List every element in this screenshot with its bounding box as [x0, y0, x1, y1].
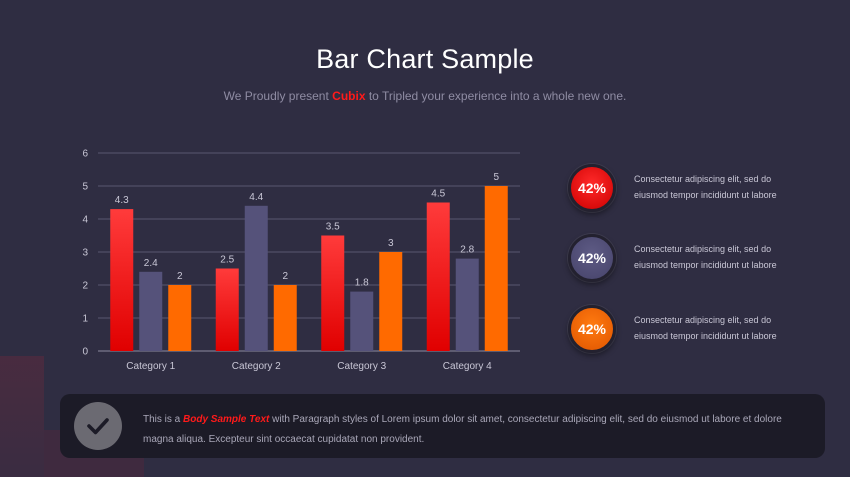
bar-value-label: 1.8 — [355, 278, 369, 289]
page-title: Bar Chart Sample — [316, 44, 534, 74]
legend-text-line: Consectetur adipiscing elit, sed do — [634, 315, 772, 325]
y-tick-label: 2 — [82, 281, 88, 292]
bar-2 — [350, 291, 374, 351]
bar-3 — [379, 252, 403, 351]
page-subtitle: We Proudly present Cubix to Tripled your… — [0, 89, 850, 103]
bar-1 — [215, 268, 239, 351]
legend-text-line: Consectetur adipiscing elit, sed do — [634, 244, 772, 254]
info-prefix: This is a — [143, 414, 181, 425]
info-text: This is a Body Sample Text with Paragrap… — [143, 410, 813, 450]
bar-3 — [484, 186, 508, 351]
bar-value-label: 4.4 — [249, 192, 263, 203]
legend-text-line: eiusmod tempor incididunt ut labore — [634, 190, 777, 200]
bar-3 — [168, 285, 192, 351]
bar-1 — [426, 202, 450, 351]
bar-value-label: 2.5 — [220, 255, 234, 266]
legend-description: Consectetur adipiscing elit, sed do eius… — [634, 171, 834, 203]
bar-3 — [273, 285, 297, 351]
info-panel: This is a Body Sample Text with Paragrap… — [60, 394, 825, 458]
x-tick-label: Category 1 — [126, 361, 175, 372]
x-tick-label: Category 3 — [337, 361, 386, 372]
bar-2 — [244, 205, 268, 351]
bar-value-label: 2.8 — [460, 245, 474, 256]
bar-value-label: 4.3 — [115, 195, 129, 206]
y-tick-label: 3 — [82, 248, 88, 259]
subtitle-brand: Cubix — [332, 89, 366, 103]
y-tick-label: 4 — [82, 215, 88, 226]
legend-item-3: 42% Consectetur adipiscing elit, sed do … — [568, 305, 828, 357]
bar-1 — [110, 209, 134, 351]
decorative-block — [0, 356, 44, 477]
x-tick-label: Category 4 — [443, 361, 492, 372]
legend-text-line: Consectetur adipiscing elit, sed do — [634, 174, 772, 184]
legend-percent-badge: 42% — [568, 234, 616, 282]
info-body: with Paragraph styles of Lorem ipsum dol… — [143, 414, 782, 445]
legend-description: Consectetur adipiscing elit, sed do eius… — [634, 312, 834, 344]
legend-text-line: eiusmod tempor incididunt ut labore — [634, 260, 777, 270]
bar-value-label: 2 — [282, 271, 288, 282]
bar-value-label: 3 — [388, 238, 394, 249]
y-tick-label: 0 — [82, 347, 88, 358]
bar-2 — [455, 258, 479, 351]
bar-2 — [139, 271, 163, 351]
bar-value-label: 3.5 — [326, 222, 340, 233]
y-tick-label: 1 — [82, 314, 88, 325]
check-icon — [74, 402, 122, 450]
legend-percent-badge: 42% — [568, 164, 616, 212]
bar-value-label: 2 — [177, 271, 183, 282]
bar-value-label: 2.4 — [144, 258, 158, 269]
subtitle-suffix: to Tripled your experience into a whole … — [368, 89, 627, 103]
legend-percent-badge: 42% — [568, 305, 616, 353]
legend-text-line: eiusmod tempor incididunt ut labore — [634, 331, 777, 341]
bar-value-label: 4.5 — [431, 189, 445, 200]
y-tick-label: 5 — [82, 182, 88, 193]
info-emphasis: Body Sample Text — [183, 414, 270, 425]
y-tick-label: 6 — [82, 149, 88, 160]
subtitle-prefix: We Proudly present — [223, 89, 329, 103]
bar-value-label: 5 — [493, 172, 499, 183]
legend-item-2: 42% Consectetur adipiscing elit, sed do … — [568, 234, 828, 286]
legend-item-1: 42% Consectetur adipiscing elit, sed do … — [568, 164, 828, 216]
x-tick-label: Category 2 — [232, 361, 281, 372]
legend-description: Consectetur adipiscing elit, sed do eius… — [634, 241, 834, 273]
bar-1 — [321, 235, 345, 351]
